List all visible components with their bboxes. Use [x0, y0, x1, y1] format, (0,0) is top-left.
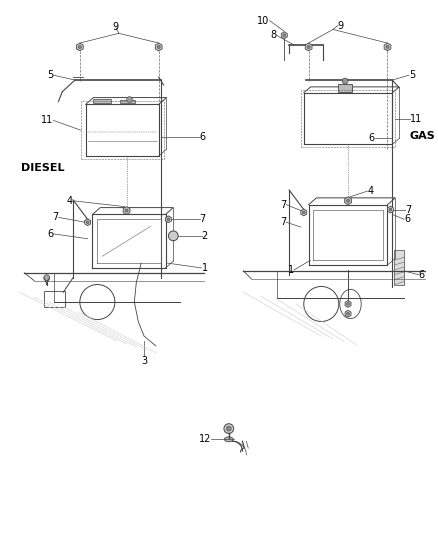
Polygon shape	[384, 43, 391, 51]
Text: 12: 12	[199, 434, 211, 445]
Polygon shape	[305, 43, 312, 51]
Polygon shape	[345, 310, 351, 317]
Text: 3: 3	[141, 356, 147, 366]
Text: 9: 9	[113, 22, 119, 33]
Text: 6: 6	[47, 229, 53, 239]
Text: 6: 6	[404, 214, 410, 224]
Text: 10: 10	[258, 15, 270, 26]
Text: 11: 11	[41, 116, 53, 125]
Bar	[394, 251, 404, 285]
Circle shape	[157, 45, 160, 49]
Text: 1: 1	[288, 265, 294, 275]
Polygon shape	[85, 219, 91, 225]
Text: 7: 7	[52, 212, 58, 222]
Text: 8: 8	[270, 30, 276, 41]
Polygon shape	[345, 197, 351, 205]
Circle shape	[302, 211, 305, 214]
Text: 4: 4	[67, 196, 73, 206]
Circle shape	[389, 208, 392, 211]
Bar	[93, 99, 111, 103]
Polygon shape	[155, 43, 162, 51]
Circle shape	[224, 424, 233, 433]
Polygon shape	[388, 206, 393, 213]
Text: 2: 2	[201, 231, 208, 241]
Circle shape	[169, 231, 178, 241]
Text: 1: 1	[201, 263, 208, 273]
Polygon shape	[166, 216, 171, 223]
Bar	[338, 84, 352, 92]
Polygon shape	[123, 207, 130, 214]
Circle shape	[78, 45, 81, 49]
Circle shape	[167, 218, 170, 221]
Circle shape	[386, 45, 389, 49]
Text: 7: 7	[280, 217, 286, 227]
Text: 7: 7	[405, 205, 411, 215]
Polygon shape	[281, 32, 287, 39]
Circle shape	[86, 221, 89, 223]
Text: 7: 7	[280, 200, 286, 209]
Text: 4: 4	[367, 186, 374, 196]
Circle shape	[342, 78, 348, 84]
Text: 7: 7	[200, 214, 206, 224]
Text: 11: 11	[410, 114, 422, 124]
Text: 6: 6	[369, 133, 375, 143]
Text: 5: 5	[47, 70, 53, 80]
Polygon shape	[301, 209, 307, 216]
Circle shape	[125, 209, 128, 212]
Circle shape	[127, 96, 132, 102]
Text: 6: 6	[419, 270, 425, 280]
Circle shape	[346, 199, 350, 203]
Text: 5: 5	[409, 70, 415, 80]
Circle shape	[283, 34, 286, 37]
Circle shape	[347, 312, 350, 315]
Text: 6: 6	[200, 132, 206, 142]
Text: GAS: GAS	[410, 131, 436, 141]
Bar	[120, 100, 135, 103]
Circle shape	[226, 426, 231, 431]
Circle shape	[307, 45, 310, 49]
Text: DIESEL: DIESEL	[21, 163, 65, 173]
Circle shape	[347, 303, 350, 305]
Circle shape	[44, 275, 49, 280]
Text: 9: 9	[338, 21, 344, 30]
Bar	[44, 292, 65, 307]
Polygon shape	[77, 43, 83, 51]
Ellipse shape	[224, 437, 233, 442]
Polygon shape	[345, 301, 351, 308]
